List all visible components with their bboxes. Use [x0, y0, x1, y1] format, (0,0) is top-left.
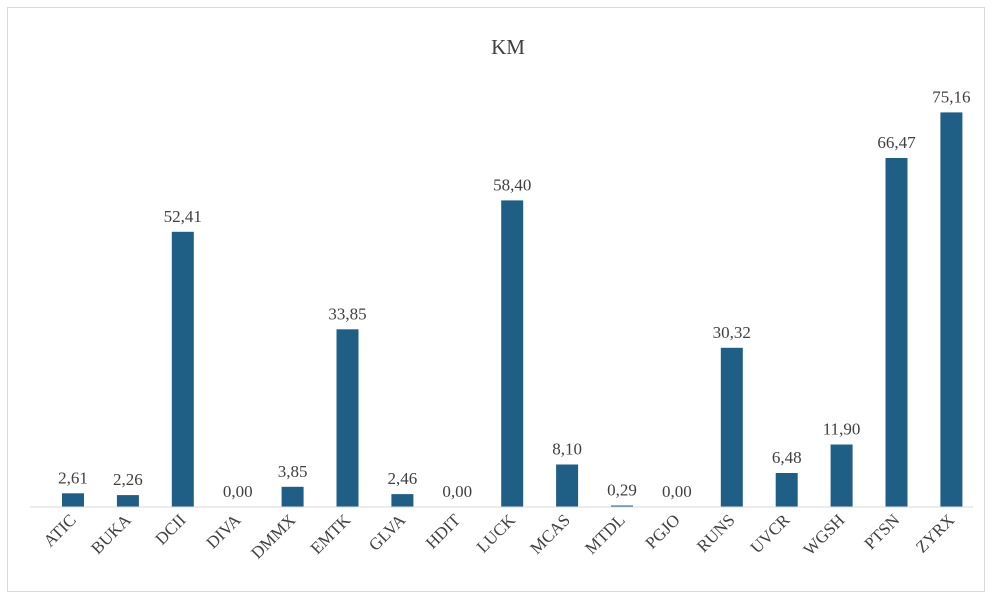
data-label-dcii: 52,41: [164, 207, 202, 226]
x-tick-wgsh: WGSH: [800, 510, 849, 559]
bar-mtdl: [611, 505, 633, 507]
x-tick-atic: ATIC: [40, 510, 80, 550]
data-label-uvcr: 6,48: [772, 448, 802, 467]
x-tick-diva: DIVA: [203, 510, 245, 552]
x-tick-dcii: DCII: [151, 510, 189, 548]
x-tick-dmmx: DMMX: [247, 510, 299, 562]
x-tick-runs: RUNS: [693, 510, 739, 556]
x-tick-mcas: MCAS: [526, 510, 574, 558]
data-label-dmmx: 3,85: [278, 462, 308, 481]
chart-frame: KM 2,61 2,26 52,41 0,00 3,85 33,85 2,46 0,00 58,…: [7, 7, 985, 592]
x-tick-emtk: EMTK: [307, 510, 355, 558]
data-label-mtdl: 0,29: [607, 481, 637, 500]
data-label-hdit: 0,00: [442, 482, 472, 501]
bar-atic: [62, 493, 84, 507]
bar-luck: [501, 200, 524, 507]
bar-zyrx: [940, 112, 963, 508]
x-tick-pgjo: PGJO: [642, 510, 684, 552]
chart-title: KM: [491, 35, 525, 59]
data-label-wgsh: 11,90: [823, 420, 861, 439]
x-tick-labels-group: ATIC BUKA DCII DIVA DMMX EMTK GLVA HDIT LUCK MCAS…: [40, 510, 959, 563]
data-label-zyrx: 75,16: [932, 87, 970, 106]
data-label-pgjo: 0,00: [662, 482, 692, 501]
data-label-atic: 2,61: [58, 468, 88, 487]
bar-uvcr: [775, 473, 798, 507]
data-label-runs: 30,32: [713, 323, 751, 342]
data-label-diva: 0,00: [223, 482, 253, 501]
data-label-glva: 2,46: [388, 469, 418, 488]
data-label-luck: 58,40: [493, 175, 531, 194]
x-tick-uvcr: UVCR: [747, 510, 794, 557]
x-tick-ptsn: PTSN: [860, 510, 903, 553]
bar-buka: [116, 495, 139, 507]
x-tick-hdit: HDIT: [422, 510, 465, 553]
x-tick-glva: GLVA: [365, 510, 410, 555]
bar-dcii: [171, 231, 194, 508]
bar-mcas: [556, 464, 579, 507]
data-labels-group: 2,61 2,26 52,41 0,00 3,85 33,85 2,46 0,00 58,40 8…: [58, 87, 970, 501]
bar-glva: [391, 494, 414, 507]
bar-emtk: [336, 329, 359, 507]
bars-group: [62, 112, 963, 508]
bar-dmmx: [281, 486, 304, 507]
bar-runs: [720, 347, 743, 507]
x-tick-mtdl: MTDL: [581, 510, 628, 557]
data-label-mcas: 8,10: [552, 440, 582, 459]
data-label-emtk: 33,85: [328, 304, 366, 323]
bar-wgsh: [830, 444, 853, 507]
x-tick-buka: BUKA: [87, 510, 135, 558]
bar-ptsn: [885, 158, 908, 507]
data-label-buka: 2,26: [113, 470, 143, 489]
bar-chart: KM 2,61 2,26 52,41 0,00 3,85 33,85 2,46 0,00 58,…: [30, 35, 973, 563]
x-tick-luck: LUCK: [473, 510, 520, 557]
data-label-ptsn: 66,47: [877, 133, 916, 152]
x-tick-zyrx: ZYRX: [912, 510, 958, 556]
